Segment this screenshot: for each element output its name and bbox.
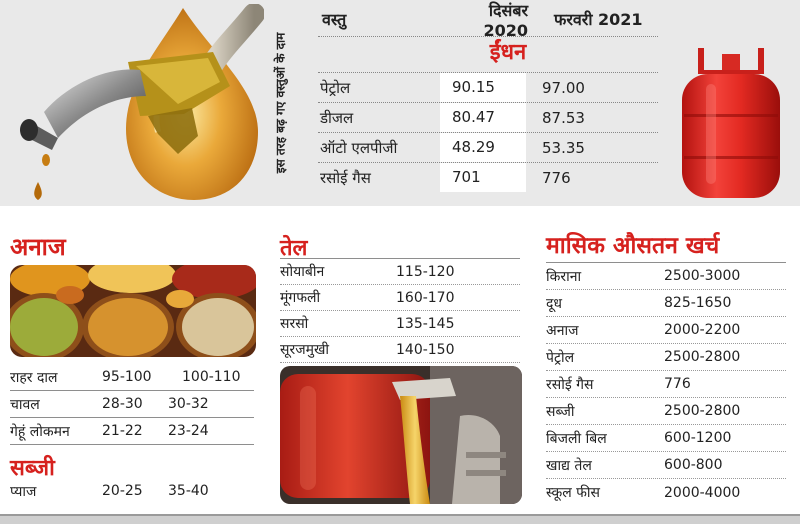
table-row: सोयाबीन 115-120 [280, 259, 520, 285]
row-feb: 53.35 [542, 138, 585, 157]
table-row: खाद्य तेल 600-800 [546, 452, 786, 479]
table-row: चावल 28-30 30-32 [10, 391, 254, 418]
row-item: बिजली बिल [546, 430, 607, 447]
row-range: 2000-4000 [664, 484, 741, 501]
monthly-top-rule [546, 262, 786, 263]
row-item: सूरजमुखी [280, 342, 330, 358]
row-range: 2500-3000 [664, 268, 741, 284]
row-range: 135-145 [396, 315, 455, 332]
row-range: 160-170 [396, 289, 455, 306]
row-item: रसोई गैस [320, 168, 371, 187]
table-row: राहर दाल 95-100 100-110 [10, 364, 254, 391]
row-item: रसोई गैस [546, 376, 594, 393]
row-range: 115-120 [396, 263, 455, 280]
table-row: पेट्रोल 2500-2800 [546, 344, 786, 371]
row-item: सरसो [280, 316, 309, 332]
row-item: अनाज [546, 322, 579, 339]
table-row: रसोई गैस 776 [546, 371, 786, 398]
row-item: खाद्य तेल [546, 457, 592, 474]
row-dec: 48.29 [440, 133, 526, 162]
fuel-panel: इस तरह बढ़ गए वस्तुओं के दाम वस्तु दिसंब… [0, 0, 800, 206]
header-divider [318, 36, 658, 37]
table-row: ऑटो एलपीजी 48.29 53.35 [318, 132, 658, 162]
row-dec: 20-25 [102, 483, 143, 499]
table-row: सरसो 135-145 [280, 311, 520, 337]
table-row: बिजली बिल 600-1200 [546, 425, 786, 452]
header-feb-2021: फरवरी 2021 [554, 10, 643, 29]
table-row: किराना 2500-3000 [546, 263, 786, 290]
vertical-caption: इस तरह बढ़ गए वस्तुओं के दाम [273, 32, 288, 174]
table-row: दूध 825-1650 [546, 290, 786, 317]
row-range: 600-1200 [664, 430, 732, 446]
row-item: ऑटो एलपीजी [320, 138, 398, 157]
vegetables-title: सब्जी [10, 456, 55, 481]
table-row: अनाज 2000-2200 [546, 317, 786, 344]
row-range: 2500-2800 [664, 349, 741, 365]
table-row: पेट्रोल 90.15 97.00 [318, 72, 658, 102]
row-item: स्कूल फीस [546, 485, 601, 501]
row-dec: 701 [440, 163, 526, 192]
row-dec: 28-30 [102, 396, 143, 412]
header-item: वस्तु [322, 10, 347, 29]
table-row: प्याज 20-25 35-40 [10, 478, 254, 504]
row-feb: 30-32 [168, 396, 209, 412]
row-feb: 100-110 [182, 369, 241, 385]
oil-title: तेल [280, 236, 308, 261]
table-row: डीजल 80.47 87.53 [318, 102, 658, 132]
fuel-category-title: ईंधन [489, 40, 527, 65]
table-row: सूरजमुखी 140-150 [280, 337, 520, 363]
table-row: गेहूं लोकमन 21-22 23-24 [10, 418, 254, 445]
row-range: 2500-2800 [664, 403, 741, 419]
row-feb: 776 [542, 168, 571, 187]
row-item: दूध [546, 295, 563, 312]
row-range: 600-800 [664, 457, 723, 473]
table-row: स्कूल फीस 2000-4000 [546, 479, 786, 506]
row-range: 2000-2200 [664, 322, 741, 338]
row-item: पेट्रोल [320, 78, 351, 97]
row-dec: 90.15 [440, 73, 526, 102]
row-range: 140-150 [396, 341, 455, 358]
fuel-table-header: वस्तु दिसंबर 2020 फरवरी 2021 [318, 1, 658, 40]
header-dec-2020: दिसंबर 2020 [483, 0, 528, 40]
row-feb: 97.00 [542, 78, 585, 97]
row-item: पेट्रोल [546, 349, 575, 366]
row-feb: 23-24 [168, 423, 209, 439]
row-range: 776 [664, 376, 691, 392]
row-item: मूंगफली [280, 290, 321, 306]
row-feb: 35-40 [168, 483, 209, 499]
row-item: किराना [546, 268, 582, 285]
row-dec: 80.47 [440, 103, 526, 132]
grain-bowls-image [10, 265, 256, 357]
row-item: चावल [10, 396, 40, 413]
table-row: मूंगफली 160-170 [280, 285, 520, 311]
row-item: सब्जी [546, 403, 575, 420]
row-feb: 87.53 [542, 108, 585, 127]
table-row: सब्जी 2500-2800 [546, 398, 786, 425]
row-range: 825-1650 [664, 295, 732, 311]
oil-top-rule [280, 258, 520, 259]
row-item: गेहूं लोकमन [10, 423, 70, 440]
row-item: डीजल [320, 108, 354, 127]
row-dec: 95-100 [102, 369, 152, 385]
oil-pouring-image [280, 366, 522, 504]
monthly-title: मासिक औसतन खर्च [546, 233, 720, 259]
row-item: राहर दाल [10, 369, 58, 386]
grains-title: अनाज [10, 233, 66, 261]
fuel-price-table: वस्तु दिसंबर 2020 फरवरी 2021 ईंधन पेट्रो… [318, 1, 658, 192]
footer-rule [0, 514, 800, 524]
table-row: रसोई गैस 701 776 [318, 162, 658, 192]
row-dec: 21-22 [102, 423, 143, 439]
fuel-nozzle-drop-illustration [20, 4, 264, 200]
row-item: प्याज [10, 483, 37, 500]
gas-cylinder-illustration [682, 48, 780, 198]
row-item: सोयाबीन [280, 264, 325, 280]
